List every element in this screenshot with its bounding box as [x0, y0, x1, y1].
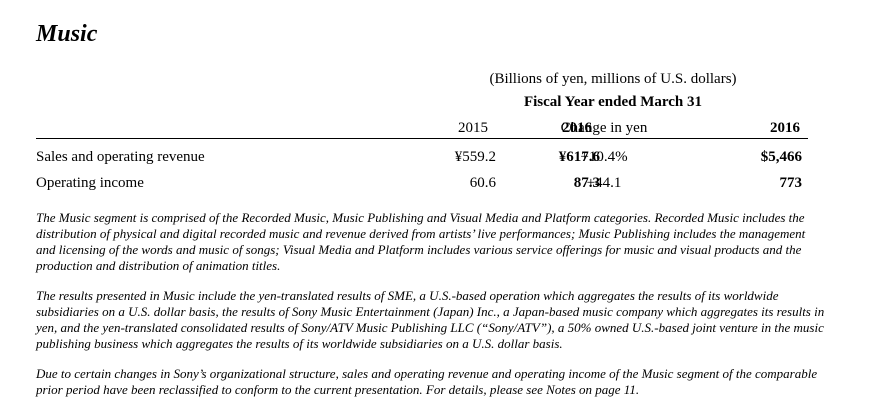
header-fy2015: 2015	[458, 120, 488, 136]
row-label: Sales and operating revenue	[36, 149, 205, 165]
cell-change: +44.1	[586, 175, 622, 191]
table-row: Operating income 60.6 87.3 +44.1 773	[36, 171, 808, 197]
cell-fy2015: ¥559.2	[454, 149, 496, 165]
header-fy2016: 2016	[562, 120, 592, 136]
fiscal-period-caption: Fiscal Year ended March 31	[523, 94, 703, 110]
note-paragraph: The Music segment is comprised of the Re…	[36, 210, 806, 273]
cell-fy2016: 87.3	[573, 175, 600, 191]
header-change-in-yen: Change in yen	[560, 120, 648, 136]
cell-change: +10.4%	[580, 149, 628, 165]
row-label: Operating income	[36, 175, 144, 191]
cell-fy2015: 60.6	[469, 175, 496, 191]
financial-table: 2015 2016 Change in yen 2016 Sales and o…	[36, 116, 808, 197]
header-fy2016-usd: 2016	[770, 120, 800, 136]
cell-usd2016: $5,466	[760, 149, 802, 165]
units-caption: (Billions of yen, millions of U.S. dolla…	[489, 71, 737, 87]
note-paragraph: The results presented in Music include t…	[36, 288, 825, 351]
table-header-row: 2015 2016 Change in yen 2016	[36, 116, 808, 139]
cell-fy2016: ¥617.6	[558, 149, 600, 165]
section-title: Music	[36, 21, 98, 47]
table-row: Sales and operating revenue ¥559.2 ¥617.…	[36, 145, 808, 171]
segment-notes: The Music segment is comprised of the Re…	[36, 210, 826, 412]
cell-usd2016: 773	[779, 175, 803, 191]
note-paragraph: Due to certain changes in Sony’s organiz…	[36, 366, 818, 397]
